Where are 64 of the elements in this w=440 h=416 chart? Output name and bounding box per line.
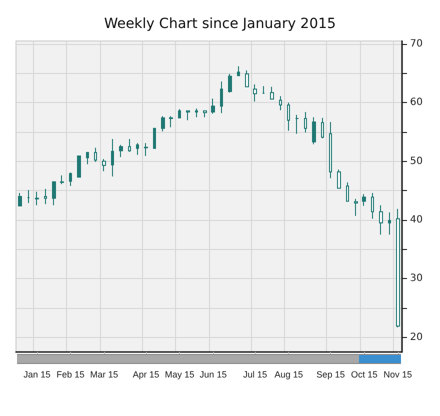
candlestick [379, 204, 383, 236]
candlestick [321, 117, 324, 139]
x-tick-label: May 15 [164, 370, 194, 380]
candlestick [102, 158, 106, 172]
y-tick-label: 40 [410, 214, 423, 226]
candlestick [304, 112, 307, 134]
candlestick [169, 116, 173, 128]
candlestick [329, 121, 332, 179]
y-tick-label: 60 [410, 97, 423, 108]
x-tick-label: Oct 15 [350, 370, 378, 380]
candlestick [153, 128, 156, 149]
candlestick [27, 190, 30, 204]
candlestick [144, 142, 148, 157]
candlestick [346, 182, 349, 202]
x-tick-label: Nov 15 [384, 370, 412, 380]
candlestick [60, 174, 64, 185]
x-tick-label: Feb 15 [56, 370, 85, 380]
candlestick [312, 116, 316, 145]
x-tick-label: Jan 15 [23, 370, 50, 380]
candlestick [86, 151, 89, 165]
candlestick [178, 108, 181, 118]
y-tick-label: 30 [410, 273, 423, 284]
candlestick [119, 144, 123, 158]
candlestick [396, 208, 400, 328]
candlestick [279, 96, 282, 111]
candlestick [18, 192, 22, 207]
y-tick-label: 70 [410, 38, 423, 50]
candlestick [388, 212, 391, 236]
candlestick [128, 138, 131, 152]
candlestick [69, 172, 72, 186]
candlestick [262, 86, 265, 94]
candlestick [371, 192, 374, 220]
candlestick [295, 114, 299, 134]
x-tick-label: Jul 15 [243, 370, 268, 380]
y-tick-label: 20 [410, 332, 423, 343]
candlestick [237, 66, 240, 76]
candlestick [77, 156, 81, 178]
candlestick [186, 110, 190, 121]
candlestick [52, 180, 56, 206]
candlestick [362, 194, 366, 206]
candlestick [270, 86, 274, 100]
candlestick [211, 98, 215, 114]
chart-title: Weekly Chart since January 2015 [104, 16, 336, 32]
candlestick [94, 147, 97, 162]
candlestick [195, 108, 198, 118]
x-tick-label: Apr 15 [132, 370, 160, 380]
x-tick-label: Sep 15 [316, 370, 345, 380]
y-tick-label: 50 [410, 156, 423, 167]
candlestick [35, 191, 39, 206]
x-tick-label: Mar 15 [90, 370, 118, 380]
candlestick [337, 169, 341, 189]
x-tick-label: Aug 15 [274, 370, 303, 380]
candlestick [111, 138, 114, 178]
candlestick [228, 73, 232, 94]
candlestick [253, 84, 257, 102]
candlestick [161, 116, 165, 132]
candlestick [287, 102, 290, 132]
candlestick [245, 70, 249, 88]
candlestick [354, 198, 358, 216]
candlestick [203, 110, 207, 118]
candlestick [136, 142, 139, 156]
x-tick-label: Jun 15 [200, 370, 227, 380]
candlestick [220, 80, 223, 114]
candlestick [44, 188, 47, 205]
